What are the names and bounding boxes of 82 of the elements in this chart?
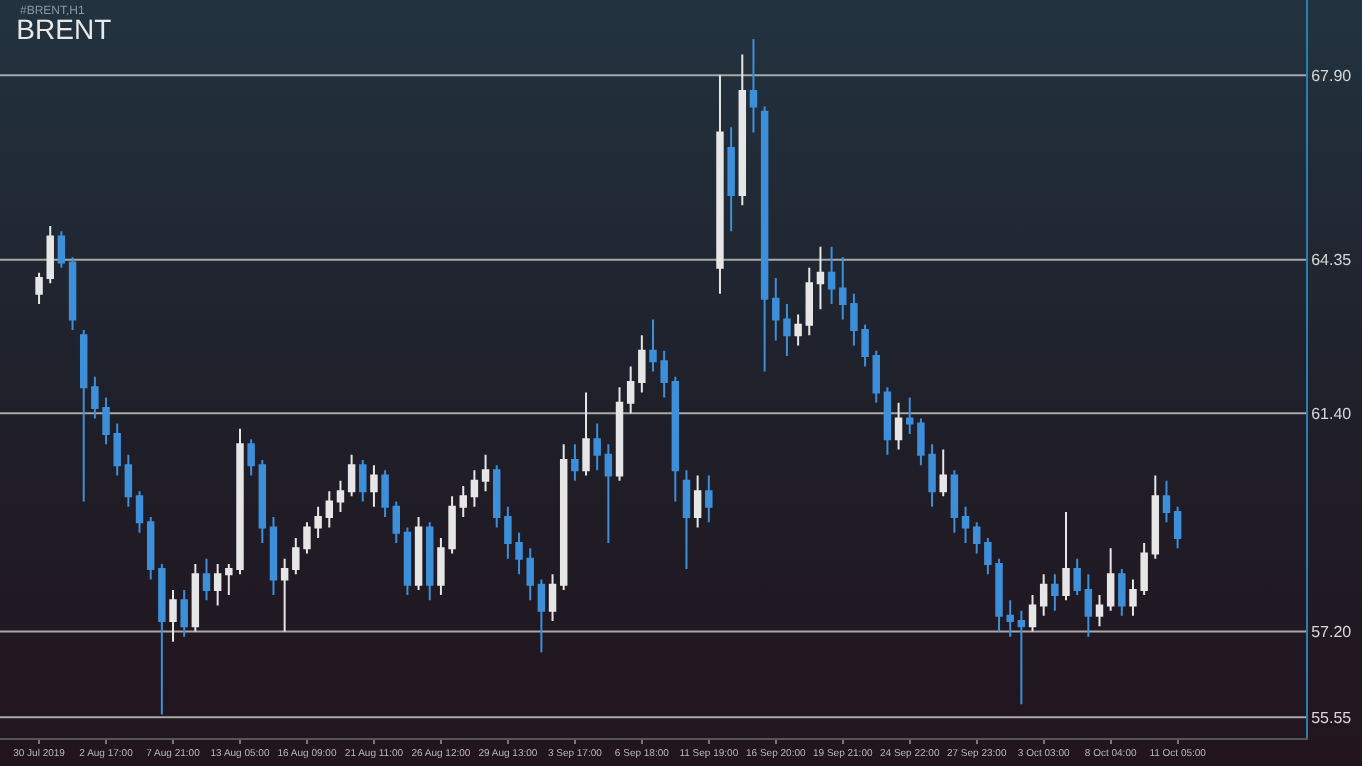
candlestick <box>705 474 713 524</box>
candlestick <box>548 573 557 623</box>
y-tick-label: 64.35 <box>1311 251 1353 270</box>
candlestick <box>1039 573 1048 617</box>
candlestick <box>493 464 501 529</box>
candlestick <box>749 37 758 134</box>
candlestick <box>158 562 166 716</box>
candlestick <box>671 375 680 503</box>
candlestick <box>1028 594 1037 633</box>
candlestick <box>682 469 691 571</box>
candlestick <box>559 443 568 591</box>
candlestick <box>1173 505 1182 550</box>
candlestick <box>1062 510 1070 602</box>
candlestick <box>1162 479 1171 524</box>
candlestick <box>269 516 278 597</box>
candlestick <box>906 396 914 435</box>
candlestick <box>571 443 579 482</box>
candlestick <box>738 53 747 207</box>
candlestick <box>146 516 155 581</box>
candlestick <box>1095 594 1104 628</box>
candlestick <box>481 453 490 493</box>
candlestick <box>593 422 601 472</box>
candlestick <box>961 505 970 545</box>
candlestick <box>727 126 735 233</box>
candlestick <box>537 578 546 654</box>
candlestick <box>760 105 769 373</box>
candlestick <box>258 458 267 545</box>
candlestick <box>191 562 200 633</box>
y-tick-label: 55.55 <box>1311 708 1353 727</box>
candlestick <box>57 230 66 269</box>
candlestick <box>135 490 144 534</box>
candlestick <box>972 521 981 555</box>
candlestick <box>805 266 813 337</box>
candlestick <box>939 448 947 498</box>
candlestick <box>347 453 356 498</box>
candlestick <box>716 74 724 295</box>
y-tick-label: 61.40 <box>1311 404 1353 423</box>
candlestick <box>693 474 702 529</box>
candlestick <box>370 464 378 508</box>
candlestick <box>1151 474 1160 560</box>
candlestick <box>68 256 77 332</box>
candlestick <box>403 526 412 597</box>
candlestick <box>359 458 367 503</box>
text: BRENT <box>16 12 113 45</box>
candlestick <box>280 557 289 633</box>
candlestick <box>816 245 825 311</box>
candlestick <box>827 245 836 306</box>
candlestick <box>35 271 43 306</box>
candlestick <box>325 490 334 529</box>
candlestick <box>604 443 613 545</box>
candlestick <box>336 479 345 513</box>
candlestick <box>872 349 880 404</box>
candlestick <box>1106 547 1115 612</box>
candlestick <box>414 516 423 591</box>
candlestick <box>1073 557 1081 597</box>
candlestick <box>470 469 479 508</box>
candlestick <box>426 521 434 602</box>
candlestick <box>180 588 188 638</box>
candlestick <box>1084 573 1093 638</box>
candlestick <box>615 386 624 482</box>
candlestick <box>638 334 646 394</box>
y-tick-label: 57.20 <box>1311 623 1353 642</box>
candlestick <box>202 557 211 602</box>
candlestick <box>626 365 635 415</box>
candlestick <box>392 500 400 545</box>
candlestick <box>950 469 959 534</box>
candlestick <box>1051 573 1059 612</box>
candlestick <box>1017 609 1026 706</box>
candlestick <box>381 469 389 519</box>
candlestick <box>1118 568 1126 617</box>
y-tick-label: 67.90 <box>1311 66 1353 85</box>
candlestick <box>247 438 255 477</box>
candlestick <box>459 484 467 519</box>
candlestick <box>46 225 54 285</box>
candlestick <box>894 401 903 451</box>
candlestick <box>213 562 222 607</box>
candlestick <box>794 313 802 347</box>
candlestick <box>169 588 177 643</box>
candlestick <box>124 453 133 508</box>
candlestick <box>883 386 892 456</box>
candlestick <box>582 391 590 477</box>
candlestick <box>79 329 88 503</box>
